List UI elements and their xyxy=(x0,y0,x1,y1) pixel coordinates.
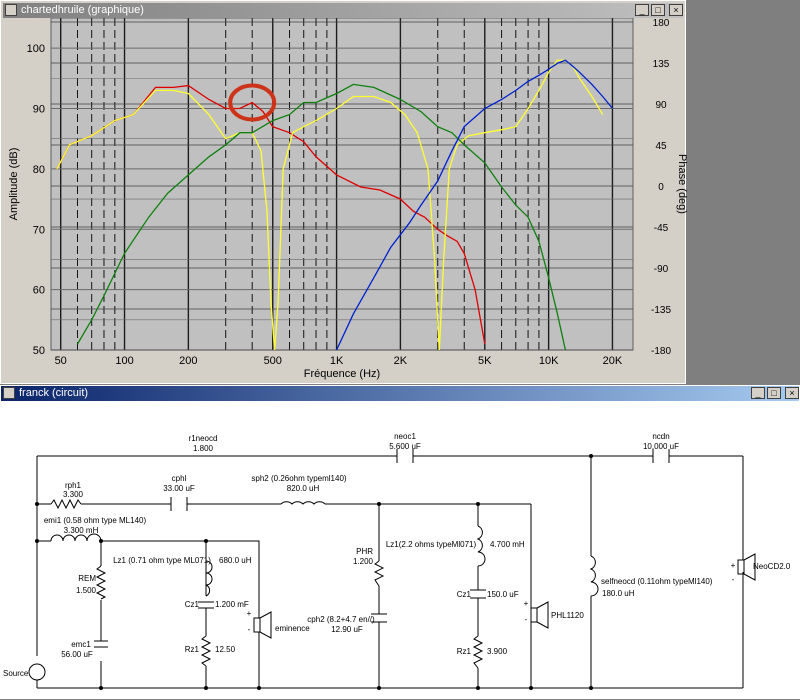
lz1-a-label: Lz1 (0.71 ohm type ML071) xyxy=(113,556,211,565)
minimize-button[interactable]: _ xyxy=(635,4,649,16)
maximize-button[interactable]: □ xyxy=(651,4,665,16)
y-tick-label: 70 xyxy=(33,224,45,236)
x-tick-label: 5K xyxy=(478,355,492,367)
cz1-b-label: Cz1 xyxy=(457,590,472,599)
x-tick-label: 1K xyxy=(330,355,344,367)
speaker-eminence-plus: + xyxy=(247,609,252,618)
speaker-eminence-label: eminence xyxy=(275,624,310,633)
chart-window: chartedhruile (graphique) _ □ × 50 100 200… xyxy=(0,0,687,384)
cphl-label: cphl xyxy=(172,474,187,483)
speaker-eminence-minus: - xyxy=(248,625,251,634)
x-tick-label: 2K xyxy=(394,355,408,367)
r1neocd-label: r1neocd xyxy=(189,434,218,443)
highlight-circle xyxy=(228,83,277,122)
cz1-b-value: 150.0 uF xyxy=(487,590,519,599)
ncdn-value: 10.000 uF xyxy=(643,442,679,451)
sph2-value: 820.0 uH xyxy=(287,484,320,493)
lz1-b-value: 4.700 mH xyxy=(490,540,525,549)
cph2-value: 12.90 uF xyxy=(331,625,363,634)
x-tick-label: 500 xyxy=(264,355,282,367)
series-line xyxy=(56,59,604,351)
circuit-window: franck (circuit) _ □ × xyxy=(0,385,800,699)
y-tick-label: 60 xyxy=(33,285,45,297)
rph1-label: rph1 xyxy=(65,481,82,490)
cz1-a-label: Cz1 xyxy=(185,600,200,609)
x-tick-label: 10K xyxy=(539,355,559,367)
emc1-value: 56.00 uF xyxy=(61,650,93,659)
selfneocd-label: selfneocd (0.11ohm typeMl140) xyxy=(601,577,713,586)
rph1-value: 3.300 xyxy=(63,490,84,499)
x-tick-label: 20K xyxy=(603,355,623,367)
phr-label: PHR xyxy=(356,547,373,556)
y2-tick-label: -180 xyxy=(651,346,671,357)
y-tick-label: 50 xyxy=(33,345,45,357)
y-tick-label: 80 xyxy=(33,164,45,176)
speaker-phl1120-minus: - xyxy=(525,615,528,624)
frequency-response-chart[interactable]: 50 100 200 500 1K 2K 5K 10K 20K 50 60 70 80 90 100 180 1… xyxy=(1,18,687,383)
rem-label: REM xyxy=(78,574,96,583)
series-line xyxy=(336,59,614,351)
minimize-button[interactable]: _ xyxy=(751,387,765,399)
circuit-schematic[interactable]: r1neocd 1.800 neoc1 5.600 uF ncdn 10.000… xyxy=(1,401,800,700)
y-tick-label: 90 xyxy=(33,104,45,116)
lz1-a-value: 680.0 uH xyxy=(219,556,252,565)
speaker-neocd-label: NeoCD2.0 xyxy=(753,562,791,571)
rz1-a-value: 12.50 xyxy=(215,645,236,654)
cph2-label: cph2 (8.2+4.7 en//) xyxy=(307,615,375,624)
window-icon xyxy=(5,4,17,16)
x-tick-label: 200 xyxy=(179,355,197,367)
close-button[interactable]: × xyxy=(785,387,799,399)
chart-window-titlebar[interactable]: chartedhruile (graphique) _ □ × xyxy=(3,3,683,18)
chart-window-title: chartedhruile (graphique) xyxy=(21,4,144,16)
y2-tick-label: 0 xyxy=(658,182,664,193)
sph2-label: sph2 (0.26ohm typeml140) xyxy=(251,474,347,483)
series-line xyxy=(56,84,486,345)
y-tick-label: 100 xyxy=(27,43,45,55)
y2-tick-label: 45 xyxy=(655,141,667,152)
x-axis-label: Fréquence (Hz) xyxy=(304,368,380,380)
speaker-phl1120-plus: + xyxy=(524,599,529,608)
y2-tick-label: -45 xyxy=(654,223,669,234)
y2-tick-label: 180 xyxy=(653,18,670,29)
emi1-value: 3.300 mH xyxy=(64,526,99,535)
r1neocd-value: 1.800 xyxy=(193,444,214,453)
rz1-b-value: 3.900 xyxy=(487,647,508,656)
ncdn-label: ncdn xyxy=(652,432,669,441)
rz1-a-label: Rz1 xyxy=(185,645,200,654)
phr-value: 1.200 xyxy=(353,557,374,566)
rem-value: 1.500 xyxy=(76,586,97,595)
source-label: Source xyxy=(3,669,29,678)
neoc1-label: neoc1 xyxy=(394,432,416,441)
x-tick-label: 50 xyxy=(55,355,67,367)
speaker-neocd-minus: - xyxy=(732,575,735,584)
maximize-button[interactable]: □ xyxy=(767,387,781,399)
y2-tick-label: -90 xyxy=(654,264,669,275)
y2-tick-label: 135 xyxy=(653,59,670,70)
emc1-label: emc1 xyxy=(71,640,91,649)
circuit-window-title: franck (circuit) xyxy=(19,387,89,399)
series-line xyxy=(76,83,567,351)
y2-tick-label: -135 xyxy=(651,305,671,316)
window-icon xyxy=(3,387,15,399)
x-tick-label: 100 xyxy=(115,355,133,367)
cphl-value: 33.00 uF xyxy=(163,484,195,493)
close-button[interactable]: × xyxy=(669,4,683,16)
speaker-phl1120-label: PHL1120 xyxy=(551,611,584,620)
plot-area xyxy=(50,18,634,351)
rz1-b-label: Rz1 xyxy=(457,647,472,656)
circuit-window-titlebar[interactable]: franck (circuit) _ □ × xyxy=(1,386,799,401)
cz1-a-value: 1.200 mF xyxy=(215,600,249,609)
lz1-b-label: Lz1(2.2 ohms typeMl071) xyxy=(386,540,477,549)
speaker-neocd-plus: + xyxy=(731,561,736,570)
y2-axis-label: Phase (deg) xyxy=(676,154,687,214)
y-axis-label: Amplitude (dB) xyxy=(8,148,20,221)
emi1-label: emi1 (0.58 ohm type ML140) xyxy=(44,516,147,525)
selfneocd-value: 180.0 uH xyxy=(602,589,635,598)
y2-tick-label: 90 xyxy=(655,100,667,111)
neoc1-value: 5.600 uF xyxy=(389,442,421,451)
